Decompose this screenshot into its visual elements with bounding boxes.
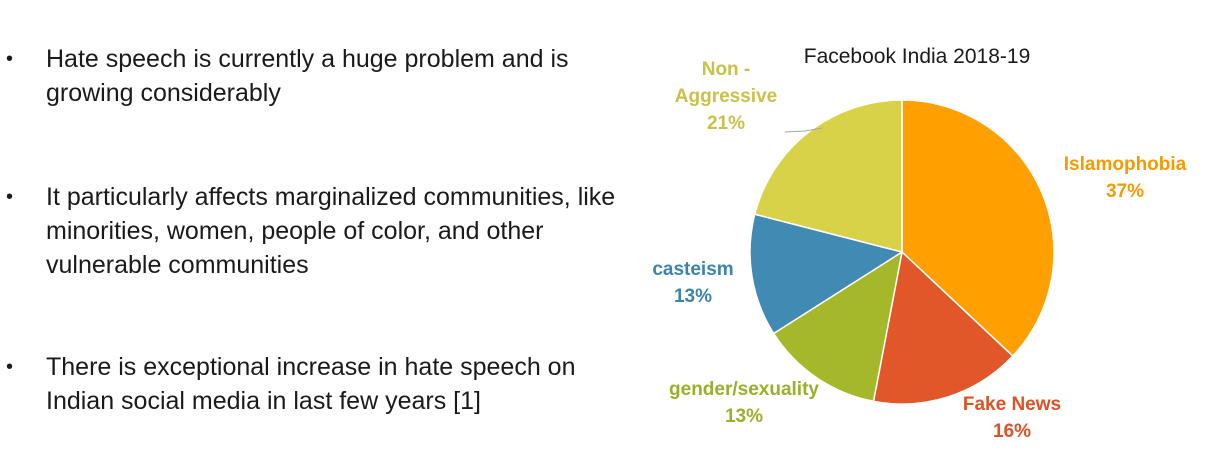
slice-label: Non - Aggressive 21% xyxy=(675,59,777,134)
bullet-text: There is exceptional increase in hate sp… xyxy=(46,353,576,415)
slice-label-text: Islamophobia xyxy=(1064,154,1187,175)
bullet-text: Hate speech is currently a huge problem … xyxy=(46,45,569,107)
pie-slice-islamophobia xyxy=(901,99,1055,358)
slice-value-label: 13% xyxy=(725,406,763,427)
slice-label-text: casteism xyxy=(652,259,733,280)
leader-line xyxy=(784,127,823,133)
slice-label-text: Non - xyxy=(702,59,751,80)
pie-slices xyxy=(749,99,1055,405)
slice-labels: Islamophobia 37% Fake News 16% gender/sexual… xyxy=(652,59,1186,442)
slice-label: gender/sexuality 13% xyxy=(669,379,819,427)
slice-label: Fake News 16% xyxy=(963,394,1061,442)
bullet-dot: • xyxy=(6,186,14,208)
slice-value-label: 16% xyxy=(993,421,1031,442)
bullet-text: It particularly affects marginalized com… xyxy=(46,183,616,279)
pie-slice-gender-sexuality xyxy=(772,250,904,403)
slice-value-label: 21% xyxy=(707,113,745,134)
chart-title: Facebook India 2018-19 xyxy=(804,45,1031,68)
pie-slice-fake-news xyxy=(872,250,1014,405)
slice-value-label: 37% xyxy=(1106,181,1144,202)
slice-label: casteism 13% xyxy=(652,259,733,307)
slice-label: Islamophobia 37% xyxy=(1064,154,1187,202)
slice-label-text: Fake News xyxy=(963,394,1061,415)
pie-slice-casteism xyxy=(749,213,904,335)
slice-value-label: 13% xyxy=(674,286,712,307)
slice-label-text: Aggressive xyxy=(675,86,777,107)
leader-lines xyxy=(784,127,823,133)
bullet-list: • Hate speech is currently a huge proble… xyxy=(6,45,616,415)
pie-slice-non-aggressive xyxy=(753,99,903,253)
bullet-dot: • xyxy=(6,48,14,70)
slice-label-text: gender/sexuality xyxy=(669,379,819,400)
bullet-dot: • xyxy=(6,356,14,378)
